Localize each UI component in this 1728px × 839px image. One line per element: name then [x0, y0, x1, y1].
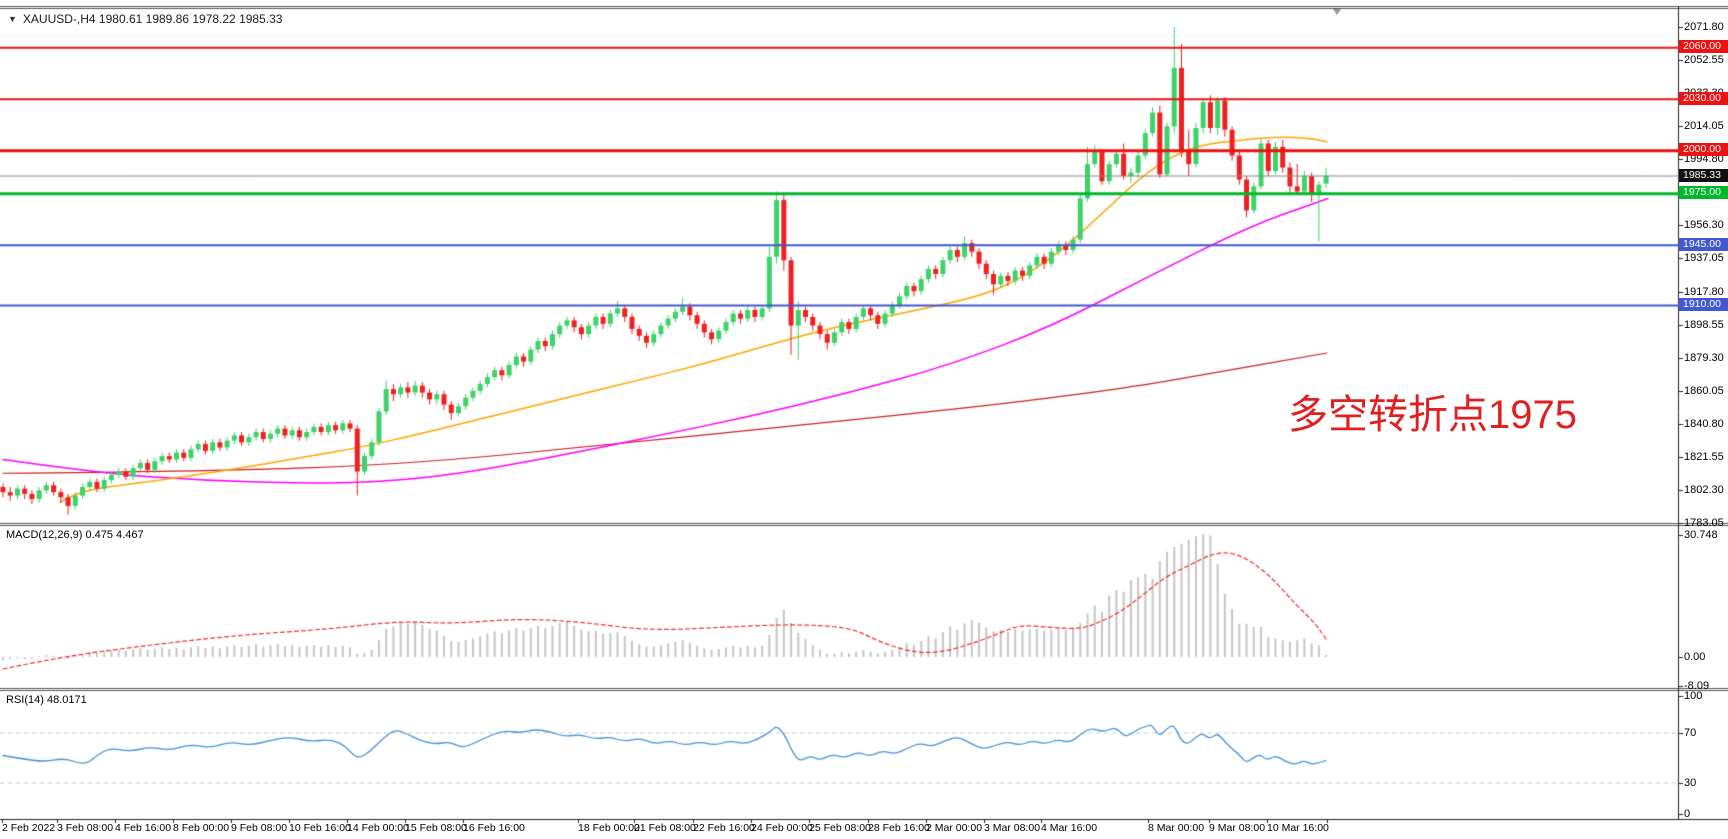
price-axis-label: 1783.05: [1684, 517, 1724, 529]
price-axis-label: 1937.05: [1684, 252, 1724, 264]
price-axis-label: 1821.55: [1684, 451, 1724, 463]
time-axis-label: 10 Mar 16:00: [1267, 822, 1329, 834]
time-axis-label: 3 Feb 08:00: [57, 822, 114, 834]
price-badge-2060-00: 2060.00: [1679, 40, 1728, 54]
price-axis-label: 1860.05: [1684, 385, 1724, 397]
time-axis-label: 8 Mar 00:00: [1148, 822, 1205, 834]
rsi-axis-label: 30: [1684, 777, 1697, 789]
symbol-dropdown-icon[interactable]: ▼: [8, 14, 17, 24]
time-axis-label: 10 Feb 16:00: [289, 822, 351, 834]
time-axis-label: 8 Feb 00:00: [173, 822, 230, 834]
macd-axis-label: 0.00: [1684, 651, 1706, 663]
price-badge-1910-00: 1910.00: [1679, 297, 1728, 311]
time-axis-label: 9 Mar 08:00: [1209, 822, 1266, 834]
time-axis-label: 18 Feb 00:00: [578, 822, 640, 834]
chart-title: XAUUSD-,H4 1980.61 1989.86 1978.22 1985.…: [22, 12, 283, 26]
price-badge-1975-00: 1975.00: [1679, 186, 1728, 200]
time-axis-label: 4 Mar 16:00: [1041, 822, 1098, 834]
time-axis-label: 28 Feb 16:00: [868, 822, 930, 834]
price-axis-label: 1879.30: [1684, 352, 1724, 364]
rsi-axis-label: 100: [1684, 690, 1703, 702]
time-axis-label: 21 Feb 08:00: [634, 822, 696, 834]
macd-axis-label: 30.748: [1684, 529, 1718, 541]
time-axis-label: 9 Feb 08:00: [231, 822, 288, 834]
time-axis-label: 25 Feb 08:00: [809, 822, 871, 834]
time-axis-label: 14 Feb 00:00: [347, 822, 409, 834]
price-axis-label: 2052.55: [1684, 54, 1724, 66]
macd-indicator-label: MACD(12,26,9) 0.475 4.467: [6, 529, 144, 541]
rsi-axis-label: 0: [1684, 808, 1691, 820]
time-axis-label: 2 Mar 00:00: [926, 822, 983, 834]
macd-axis-label: -8.09: [1684, 680, 1710, 692]
price-axis-label: 1840.80: [1684, 418, 1724, 430]
rsi-indicator-label: RSI(14) 48.0171: [6, 694, 87, 706]
annotation-text: 多空转折点1975: [1288, 393, 1577, 437]
price-axis-label: 1956.30: [1684, 219, 1724, 231]
price-badge-2000-00: 2000.00: [1679, 143, 1728, 157]
time-axis-label: 15 Feb 08:00: [405, 822, 467, 834]
price-badge-1945-00: 1945.00: [1679, 237, 1728, 251]
time-axis-label: 22 Feb 16:00: [693, 822, 755, 834]
time-axis-label: 16 Feb 16:00: [463, 822, 525, 834]
time-axis-label: 24 Feb 00:00: [751, 822, 813, 834]
rsi-axis-label: 70: [1684, 727, 1697, 739]
time-axis-label: 4 Feb 16:00: [115, 822, 172, 834]
price-axis-label: 1802.30: [1684, 484, 1724, 496]
price-axis-label: 2071.80: [1684, 21, 1724, 33]
price-axis-label: 1917.80: [1684, 286, 1724, 298]
time-axis-label: 3 Mar 08:00: [984, 822, 1041, 834]
chart-title-row: ▼ XAUUSD-,H4 1980.61 1989.86 1978.22 1985…: [8, 12, 282, 26]
price-axis-label: 2014.05: [1684, 120, 1724, 132]
price-badge-2030-00: 2030.00: [1679, 91, 1728, 105]
price-badge-1985-33: 1985.33: [1679, 168, 1728, 182]
price-axis-label: 1898.55: [1684, 319, 1724, 331]
time-axis-label: 2 Feb 2022: [2, 822, 56, 834]
